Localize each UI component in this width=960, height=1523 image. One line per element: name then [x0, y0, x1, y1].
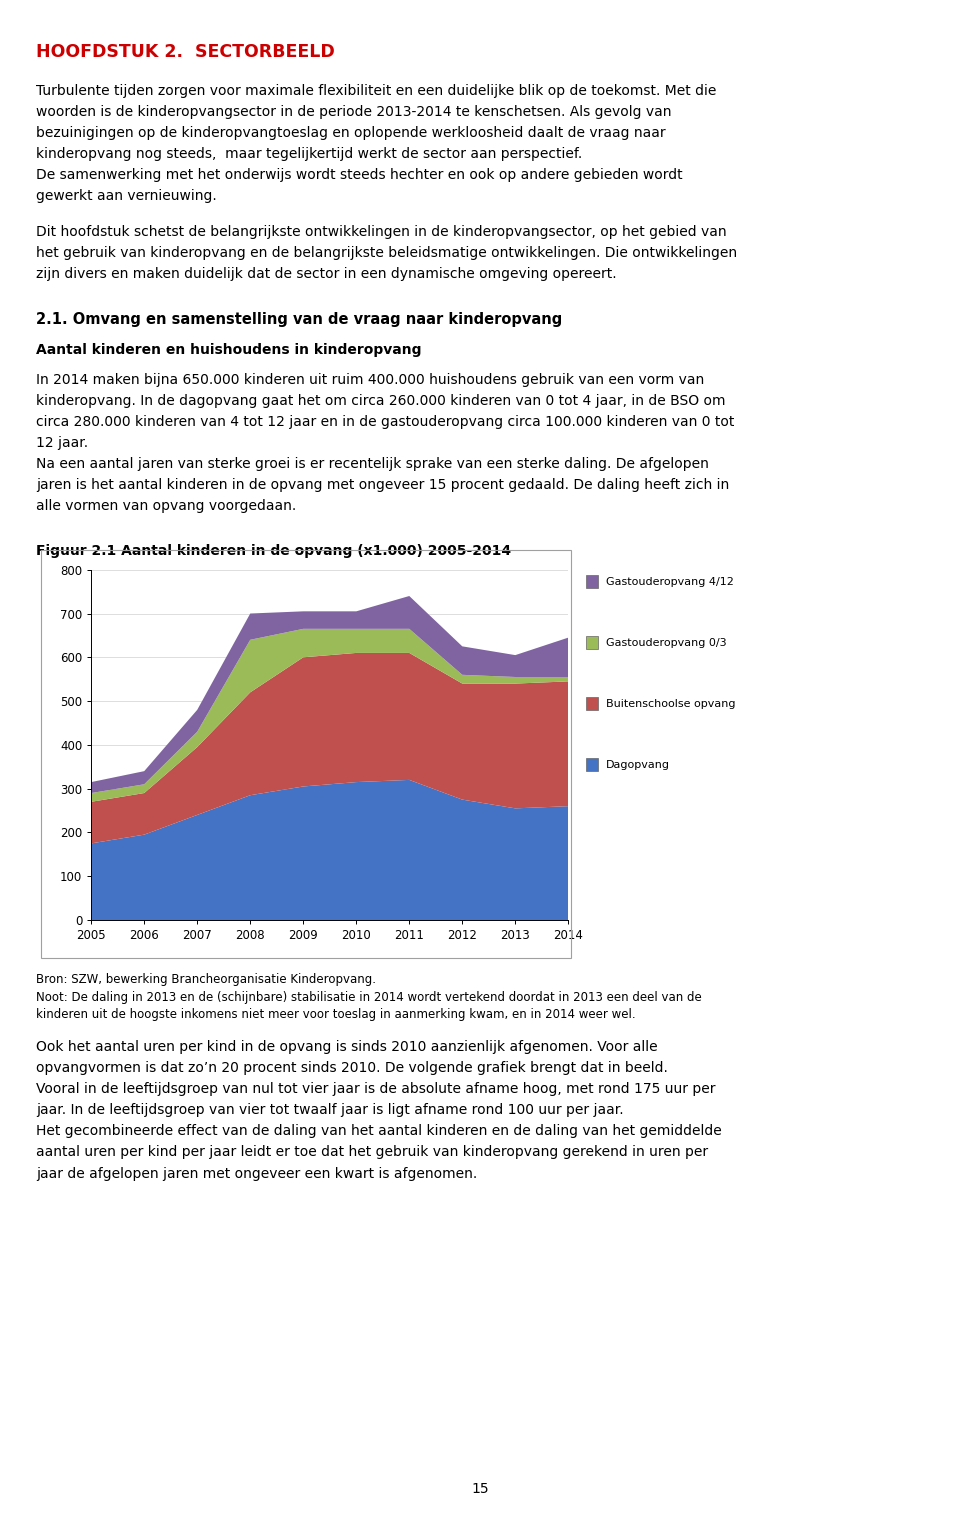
- Text: kinderopvang. In de dagopvang gaat het om circa 260.000 kinderen van 0 tot 4 jaa: kinderopvang. In de dagopvang gaat het o…: [36, 394, 726, 408]
- Text: gewerkt aan vernieuwing.: gewerkt aan vernieuwing.: [36, 189, 217, 203]
- Text: 12 jaar.: 12 jaar.: [36, 436, 88, 449]
- Text: De samenwerking met het onderwijs wordt steeds hechter en ook op andere gebieden: De samenwerking met het onderwijs wordt …: [36, 168, 684, 183]
- Text: opvangvormen is dat zo’n 20 procent sinds 2010. De volgende grafiek brengt dat i: opvangvormen is dat zo’n 20 procent sind…: [36, 1062, 668, 1075]
- Text: Aantal kinderen en huishoudens in kinderopvang: Aantal kinderen en huishoudens in kinder…: [36, 343, 422, 358]
- Text: In 2014 maken bijna 650.000 kinderen uit ruim 400.000 huishoudens gebruik van ee: In 2014 maken bijna 650.000 kinderen uit…: [36, 373, 705, 387]
- Text: het gebruik van kinderopvang en de belangrijkste beleidsmatige ontwikkelingen. D: het gebruik van kinderopvang en de belan…: [36, 247, 737, 260]
- Text: Dagopvang: Dagopvang: [606, 760, 670, 771]
- Text: kinderopvang nog steeds,  maar tegelijkertijd werkt de sector aan perspectief.: kinderopvang nog steeds, maar tegelijker…: [36, 148, 583, 161]
- Text: Het gecombineerde effect van de daling van het aantal kinderen en de daling van : Het gecombineerde effect van de daling v…: [36, 1124, 722, 1138]
- Text: jaar. In de leeftijdsgroep van vier tot twaalf jaar is ligt afname rond 100 uur : jaar. In de leeftijdsgroep van vier tot …: [36, 1103, 624, 1118]
- Text: Dit hoofdstuk schetst de belangrijkste ontwikkelingen in de kinderopvangsector, : Dit hoofdstuk schetst de belangrijkste o…: [36, 225, 727, 239]
- Text: Noot: De daling in 2013 en de (schijnbare) stabilisatie in 2014 wordt vertekend : Noot: De daling in 2013 en de (schijnbar…: [36, 991, 702, 1004]
- Text: jaren is het aantal kinderen in de opvang met ongeveer 15 procent gedaald. De da: jaren is het aantal kinderen in de opvan…: [36, 478, 730, 492]
- Text: Turbulente tijden zorgen voor maximale flexibiliteit en een duidelijke blik op d: Turbulente tijden zorgen voor maximale f…: [36, 84, 717, 97]
- Text: kinderen uit de hoogste inkomens niet meer voor toeslag in aanmerking kwam, en i: kinderen uit de hoogste inkomens niet me…: [36, 1008, 636, 1022]
- Text: HOOFDSTUK 2.  SECTORBEELD: HOOFDSTUK 2. SECTORBEELD: [36, 43, 335, 61]
- Text: alle vormen van opvang voorgedaan.: alle vormen van opvang voorgedaan.: [36, 500, 297, 513]
- Text: Na een aantal jaren van sterke groei is er recentelijk sprake van een sterke dal: Na een aantal jaren van sterke groei is …: [36, 457, 709, 471]
- Text: Gastouderopvang 4/12: Gastouderopvang 4/12: [606, 577, 733, 588]
- Text: bezuinigingen op de kinderopvangtoeslag en oplopende werkloosheid daalt de vraag: bezuinigingen op de kinderopvangtoeslag …: [36, 126, 666, 140]
- Text: Gastouderopvang 0/3: Gastouderopvang 0/3: [606, 638, 727, 649]
- Text: zijn divers en maken duidelijk dat de sector in een dynamische omgeving opereert: zijn divers en maken duidelijk dat de se…: [36, 267, 617, 282]
- Text: aantal uren per kind per jaar leidt er toe dat het gebruik van kinderopvang gere: aantal uren per kind per jaar leidt er t…: [36, 1145, 708, 1159]
- Text: woorden is de kinderopvangsector in de periode 2013-2014 te kenschetsen. Als gev: woorden is de kinderopvangsector in de p…: [36, 105, 672, 119]
- Text: jaar de afgelopen jaren met ongeveer een kwart is afgenomen.: jaar de afgelopen jaren met ongeveer een…: [36, 1167, 478, 1180]
- Text: Ook het aantal uren per kind in de opvang is sinds 2010 aanzienlijk afgenomen. V: Ook het aantal uren per kind in de opvan…: [36, 1040, 659, 1054]
- Text: 2.1. Omvang en samenstelling van de vraag naar kinderopvang: 2.1. Omvang en samenstelling van de vraa…: [36, 312, 563, 326]
- Text: Buitenschoolse opvang: Buitenschoolse opvang: [606, 699, 735, 710]
- Text: Bron: SZW, bewerking Brancheorganisatie Kinderopvang.: Bron: SZW, bewerking Brancheorganisatie …: [36, 973, 376, 987]
- Text: Figuur 2.1 Aantal kinderen in de opvang (x1.000) 2005-2014: Figuur 2.1 Aantal kinderen in de opvang …: [36, 544, 512, 557]
- Text: circa 280.000 kinderen van 4 tot 12 jaar en in de gastouderopvang circa 100.000 : circa 280.000 kinderen van 4 tot 12 jaar…: [36, 414, 734, 429]
- Text: Vooral in de leeftijdsgroep van nul tot vier jaar is de absolute afname hoog, me: Vooral in de leeftijdsgroep van nul tot …: [36, 1083, 716, 1097]
- Text: 15: 15: [471, 1482, 489, 1496]
